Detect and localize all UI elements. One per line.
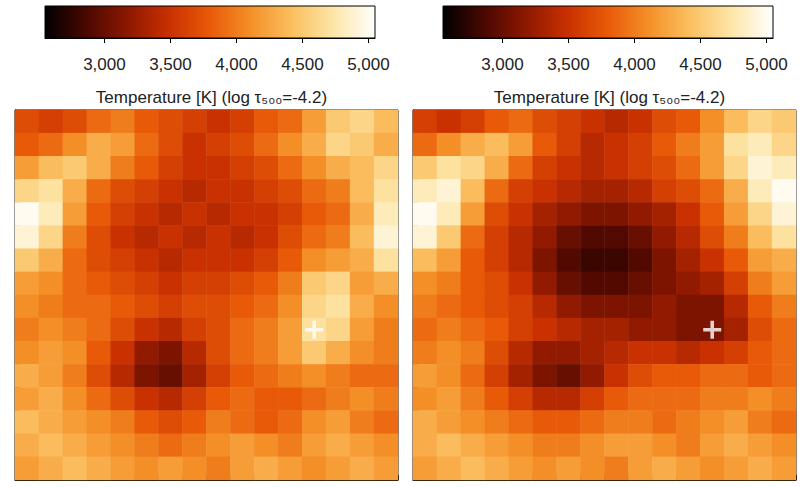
svg-text:5,000: 5,000 <box>347 55 390 74</box>
svg-text:4,500: 4,500 <box>679 55 722 74</box>
svg-text:5,000: 5,000 <box>745 55 788 74</box>
svg-text:3,000: 3,000 <box>83 55 126 74</box>
svg-text:3,500: 3,500 <box>547 55 590 74</box>
svg-text:3,500: 3,500 <box>149 55 192 74</box>
svg-text:Temperature [K] (log τ₅₀₀=-4.2: Temperature [K] (log τ₅₀₀=-4.2) <box>96 88 327 107</box>
svg-text:4,000: 4,000 <box>215 55 258 74</box>
svg-text:4,000: 4,000 <box>613 55 656 74</box>
svg-text:3,000: 3,000 <box>481 55 524 74</box>
svg-text:4,500: 4,500 <box>281 55 324 74</box>
svg-text:Temperature [K] (log τ₅₀₀=-4.2: Temperature [K] (log τ₅₀₀=-4.2) <box>494 88 725 107</box>
